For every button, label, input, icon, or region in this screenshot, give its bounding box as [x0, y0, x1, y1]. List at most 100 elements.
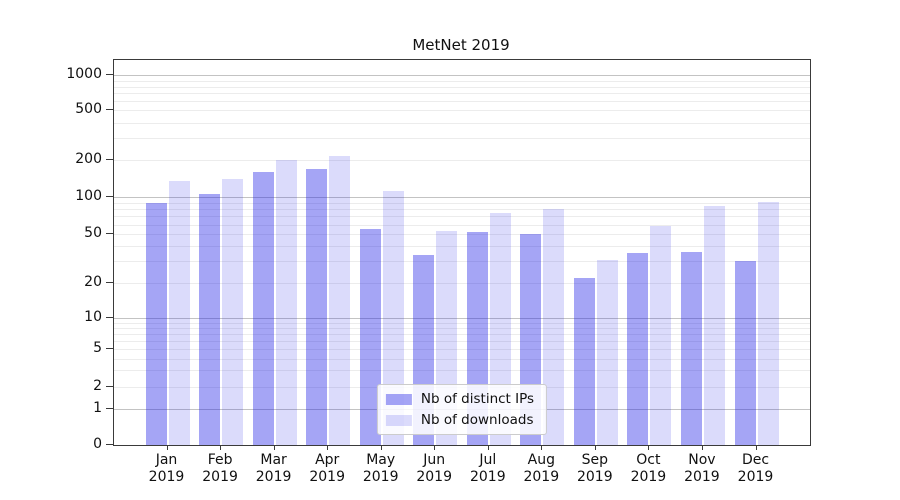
gridline-minor-80 — [114, 209, 810, 210]
xtick-label-may: May 2019 — [362, 452, 399, 485]
xtick-label-feb: Feb 2019 — [202, 452, 238, 485]
bar-distinct-ips-may — [359, 229, 381, 445]
ytick-mark-0 — [106, 444, 113, 445]
xtick-mark-jul — [487, 445, 489, 450]
gridline-minor-4 — [114, 358, 810, 360]
gridline-minor-50 — [114, 234, 810, 236]
bar-distinct-ips-nov — [680, 251, 702, 445]
gridline-minor-200 — [114, 160, 810, 162]
gridline-minor-40 — [114, 246, 810, 248]
bar-distinct-ips-apr — [306, 168, 328, 445]
ytick-label-500: 500 — [75, 101, 102, 118]
xtick-mark-aug — [541, 445, 543, 450]
legend-label-downloads: Nb of downloads — [420, 412, 534, 428]
xtick-mark-dec — [755, 445, 757, 450]
bar-downloads-jan — [168, 181, 190, 445]
xtick-label-jul: Jul 2019 — [469, 452, 506, 485]
bar-downloads-aug — [543, 209, 565, 445]
gridline-minor-800 — [114, 86, 810, 88]
gridline-minor-20 — [114, 283, 810, 284]
gridline-minor-30 — [114, 261, 810, 263]
ytick-label-1: 1 — [93, 399, 102, 416]
gridline-minor-700 — [114, 93, 810, 95]
bar-downloads-oct — [650, 226, 672, 445]
gridline-minor-9 — [114, 322, 810, 324]
xtick-mark-sep — [594, 445, 596, 450]
xtick-mark-apr — [327, 445, 329, 450]
xtick-mark-oct — [648, 445, 650, 450]
gridline-minor-7 — [114, 333, 810, 335]
legend: Nb of distinct IPs Nb of downloads — [376, 384, 548, 435]
xtick-label-jan: Jan 2019 — [148, 452, 185, 485]
ytick-label-200: 200 — [75, 151, 102, 168]
ytick-label-50: 50 — [84, 225, 102, 242]
xtick-label-dec: Dec 2019 — [737, 452, 774, 485]
bar-distinct-ips-dec — [734, 261, 756, 445]
ytick-mark-20 — [106, 282, 113, 283]
bar-distinct-ips-mar — [252, 172, 274, 445]
ytick-mark-2 — [106, 386, 113, 387]
ytick-mark-100 — [106, 196, 113, 197]
xtick-mark-may — [380, 445, 382, 450]
bar-downloads-dec — [757, 202, 779, 445]
xtick-mark-mar — [273, 445, 275, 450]
bar-distinct-ips-jan — [145, 203, 167, 445]
legend-item-distinct-ips: Nb of distinct IPs — [385, 391, 535, 407]
bar-downloads-may — [382, 191, 404, 445]
ytick-label-100: 100 — [75, 188, 102, 204]
ytick-mark-50 — [106, 233, 113, 235]
xtick-mark-jun — [434, 445, 436, 450]
xtick-label-apr: Apr 2019 — [309, 452, 345, 485]
bar-downloads-sep — [596, 259, 618, 445]
ytick-mark-5 — [106, 348, 113, 350]
bar-distinct-ips-sep — [573, 277, 595, 445]
xtick-mark-nov — [701, 445, 703, 450]
xtick-label-aug: Aug 2019 — [523, 452, 560, 485]
ytick-mark-200 — [106, 159, 113, 161]
gridline-major-100 — [114, 197, 810, 198]
ytick-mark-1 — [106, 407, 113, 409]
gridline-minor-3 — [114, 370, 810, 372]
gridline-minor-8 — [114, 327, 810, 329]
xtick-label-sep: Sep 2019 — [576, 452, 613, 485]
gridline-minor-300 — [114, 138, 810, 140]
gridline-minor-70 — [114, 216, 810, 218]
gridline-minor-400 — [114, 122, 810, 124]
legend-swatch-downloads — [385, 414, 412, 426]
gridline-minor-90 — [114, 202, 810, 204]
ytick-mark-10 — [106, 316, 113, 318]
gridline-minor-6 — [114, 341, 810, 342]
xtick-label-jun: Jun 2019 — [416, 452, 452, 485]
plot-area: Nb of distinct IPs Nb of downloads — [113, 59, 811, 446]
bar-distinct-ips-oct — [627, 253, 649, 445]
bar-distinct-ips-feb — [199, 193, 221, 445]
gridline-major-10 — [114, 317, 810, 319]
xtick-label-oct: Oct 2019 — [630, 452, 667, 485]
chart-title: MetNet 2019 — [412, 36, 510, 54]
ytick-label-1000: 1000 — [66, 66, 102, 83]
bar-downloads-feb — [222, 179, 244, 445]
bar-downloads-nov — [703, 205, 725, 445]
gridline-minor-600 — [114, 101, 810, 103]
xtick-label-mar: Mar 2019 — [255, 452, 292, 485]
gridline-minor-500 — [114, 110, 810, 112]
bar-downloads-mar — [275, 160, 297, 445]
gridline-minor-60 — [114, 224, 810, 226]
bar-downloads-apr — [329, 156, 351, 445]
legend-label-distinct-ips: Nb of distinct IPs — [420, 391, 535, 407]
ytick-mark-1000 — [106, 74, 113, 76]
xtick-label-nov: Nov 2019 — [684, 452, 720, 485]
ytick-label-20: 20 — [84, 274, 102, 290]
legend-item-downloads: Nb of downloads — [385, 412, 534, 428]
gridline-minor-5 — [114, 349, 810, 351]
gridline-minor-900 — [114, 80, 810, 82]
ytick-label-0: 0 — [93, 436, 102, 452]
xtick-mark-feb — [220, 445, 222, 450]
ytick-mark-500 — [106, 109, 113, 111]
legend-swatch-distinct-ips — [385, 393, 412, 405]
xtick-mark-jan — [166, 445, 168, 450]
ytick-label-5: 5 — [93, 340, 102, 357]
gridline-major-1000 — [114, 75, 810, 77]
ytick-label-10: 10 — [84, 308, 102, 325]
